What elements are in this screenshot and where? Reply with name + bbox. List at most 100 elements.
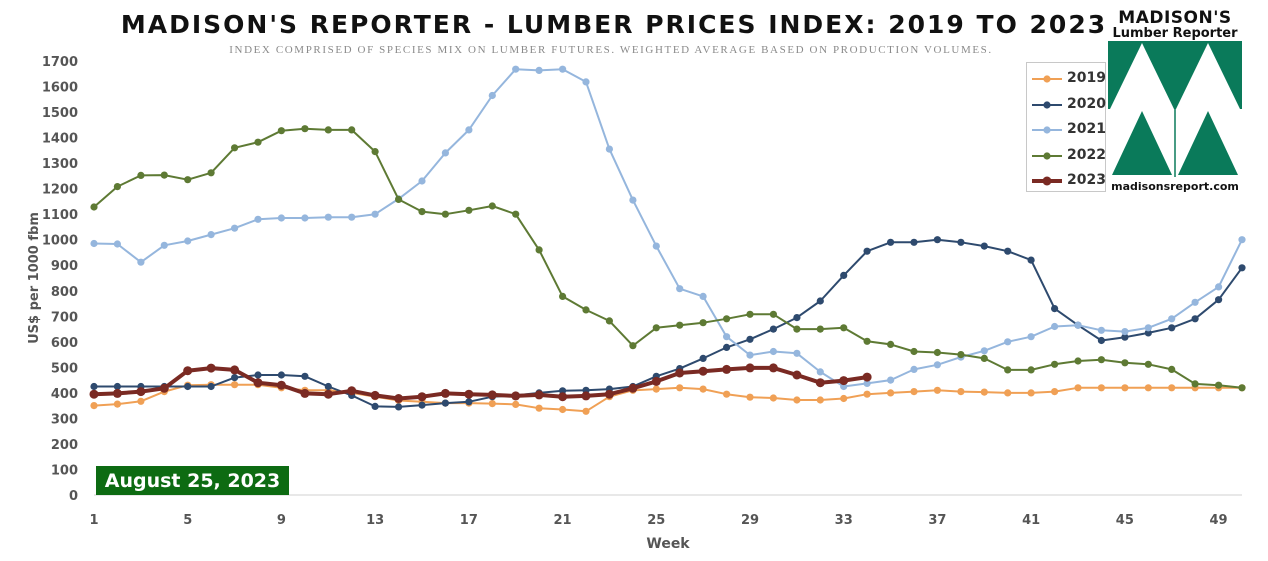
data-point <box>980 242 988 250</box>
data-point <box>254 215 262 223</box>
data-point <box>535 404 543 412</box>
data-point <box>301 125 309 133</box>
data-point <box>207 231 215 239</box>
data-point <box>793 325 801 333</box>
legend-label: 2021 <box>1067 121 1106 137</box>
data-point <box>863 247 871 255</box>
data-point <box>418 401 426 409</box>
data-point <box>113 382 121 391</box>
y-tick-label: 200 <box>51 438 78 453</box>
data-point <box>1051 360 1059 368</box>
series-2020 <box>90 236 1246 411</box>
x-tick-label: 25 <box>647 513 665 528</box>
data-point <box>910 388 918 396</box>
x-tick-label: 37 <box>928 513 946 528</box>
data-point <box>957 238 965 246</box>
data-point <box>1168 384 1176 392</box>
data-point <box>90 239 98 248</box>
y-tick-label: 500 <box>51 361 78 376</box>
data-point <box>652 385 660 393</box>
data-point <box>980 388 988 396</box>
data-point <box>323 389 333 399</box>
data-point <box>1027 389 1035 397</box>
data-point <box>839 376 849 386</box>
legend-swatch <box>1032 176 1062 186</box>
data-point <box>90 402 98 410</box>
data-point <box>184 237 192 245</box>
legend: 2019 2020 2021 2022 2023 <box>1026 62 1106 192</box>
data-point <box>300 388 310 398</box>
data-point <box>276 380 286 390</box>
data-point <box>862 372 872 382</box>
x-tick-label: 49 <box>1210 513 1228 528</box>
y-tick-label: 600 <box>51 336 78 351</box>
logo-url: madisonsreport.com <box>1111 180 1239 193</box>
data-point <box>183 366 193 376</box>
data-point <box>90 382 98 391</box>
data-point <box>887 389 895 397</box>
data-point <box>113 183 121 191</box>
x-tick-label: 29 <box>741 513 759 528</box>
data-point <box>582 407 590 415</box>
legend-item-2023: 2023 <box>1027 169 1106 191</box>
data-point <box>511 391 521 401</box>
data-point <box>840 324 848 332</box>
data-point <box>441 399 449 407</box>
data-point <box>535 66 543 74</box>
data-point <box>465 126 473 134</box>
data-point <box>1144 329 1152 337</box>
y-axis-label: US$ per 1000 fbm <box>27 212 42 344</box>
data-point <box>1074 321 1082 329</box>
data-point <box>1121 333 1129 341</box>
data-point <box>723 333 731 341</box>
data-point <box>1238 236 1246 244</box>
data-point <box>324 382 332 391</box>
data-point <box>769 347 778 356</box>
data-point <box>137 171 145 179</box>
data-point <box>348 126 356 134</box>
data-point <box>793 396 801 404</box>
data-point <box>816 297 824 305</box>
data-point <box>371 148 379 156</box>
data-point <box>863 379 871 387</box>
data-point <box>207 382 215 391</box>
data-point <box>1168 315 1176 323</box>
data-point <box>629 342 637 350</box>
data-point <box>957 388 965 396</box>
data-point <box>1097 326 1105 334</box>
y-tick-label: 1700 <box>42 55 78 70</box>
data-point <box>698 366 708 376</box>
x-tick-label: 9 <box>277 513 286 528</box>
data-point <box>558 392 568 402</box>
legend-item-2020: 2020 <box>1027 93 1106 115</box>
data-point <box>746 351 754 359</box>
data-point <box>1027 256 1035 264</box>
legend-label: 2019 <box>1067 70 1106 86</box>
series-line-2021 <box>93 68 1243 388</box>
data-point <box>184 176 192 184</box>
data-point <box>1144 360 1152 368</box>
data-point <box>699 354 707 362</box>
data-point <box>816 325 824 333</box>
legend-swatch <box>1032 151 1062 160</box>
data-point <box>441 210 449 218</box>
data-point <box>980 354 988 362</box>
data-point <box>1144 324 1152 332</box>
y-tick-label: 1200 <box>42 183 78 198</box>
data-point <box>394 394 404 403</box>
data-point <box>581 391 591 401</box>
series-2022 <box>90 125 1246 392</box>
data-point <box>887 340 895 348</box>
data-point <box>465 206 473 214</box>
data-point <box>440 388 450 398</box>
legend-label: 2022 <box>1067 146 1106 163</box>
data-point <box>840 271 848 279</box>
data-point <box>206 363 216 373</box>
data-point <box>980 347 988 355</box>
data-point <box>1004 247 1012 255</box>
data-point <box>230 365 240 375</box>
series-2019 <box>90 381 1246 415</box>
data-point <box>1074 384 1082 392</box>
data-point <box>112 388 122 398</box>
data-point <box>1238 384 1246 392</box>
